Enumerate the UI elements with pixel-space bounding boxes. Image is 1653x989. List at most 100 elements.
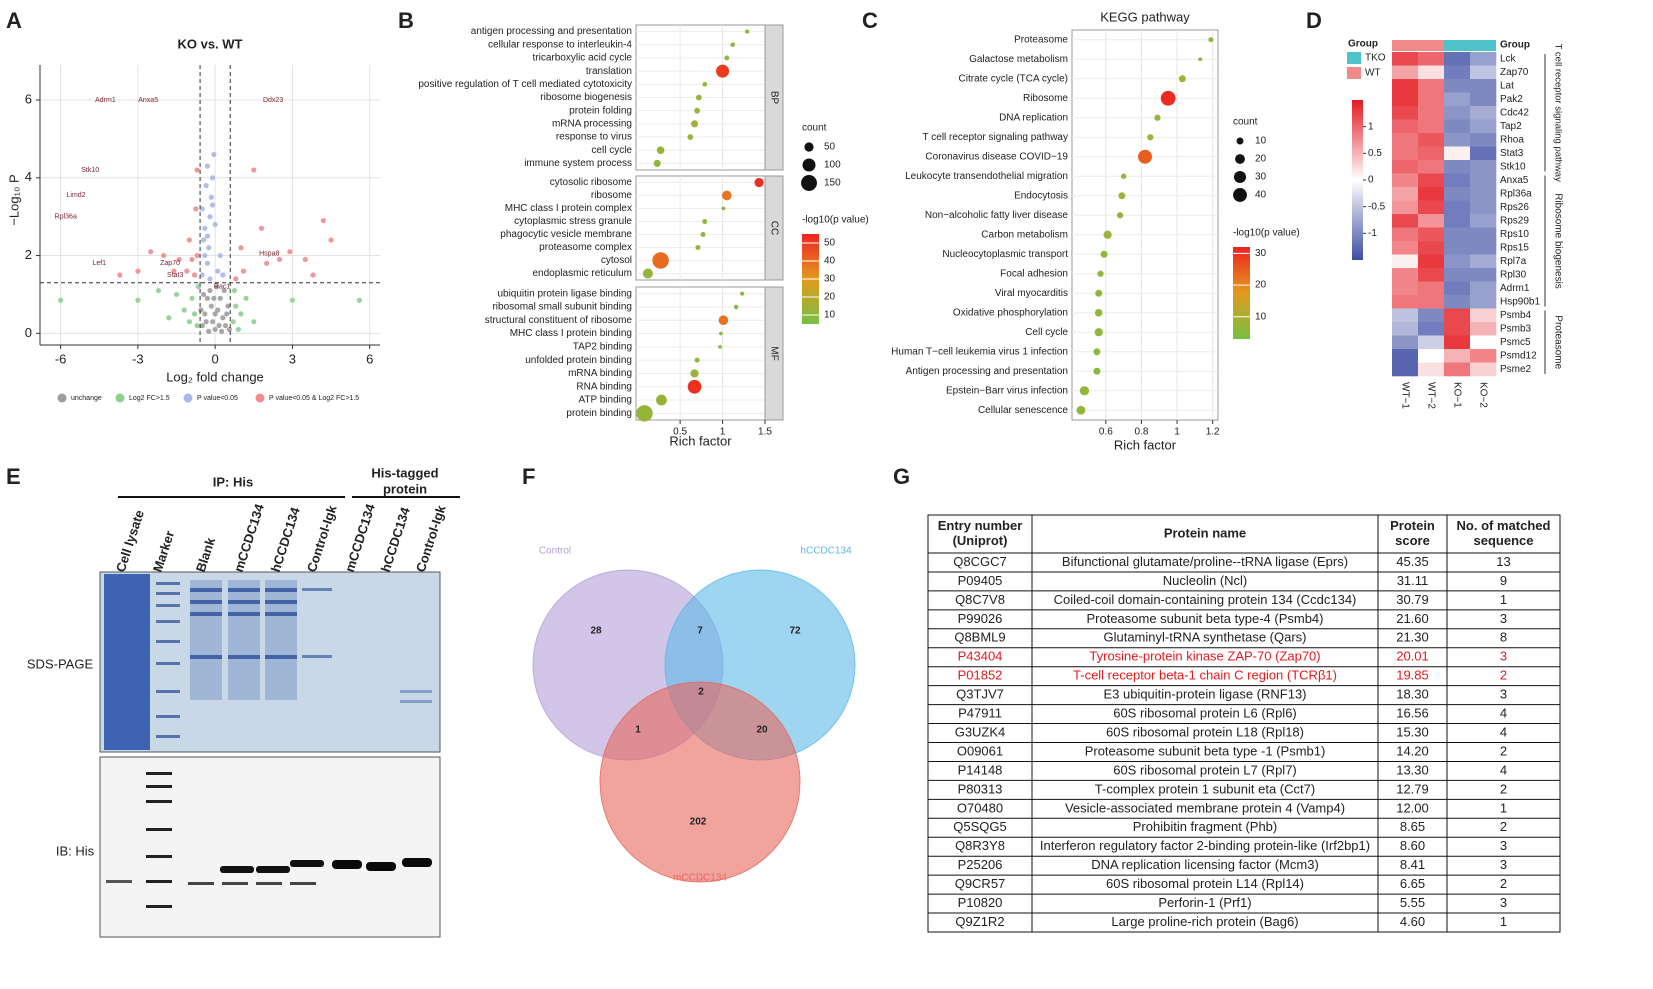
heatmap-cell — [1418, 241, 1445, 255]
point — [200, 237, 207, 243]
heatmap-cell — [1470, 362, 1497, 377]
table-cell: Q9CR57 — [955, 876, 1006, 891]
table-cell: 3 — [1500, 838, 1507, 853]
gel-band — [228, 600, 260, 604]
point-label: Ddx23 — [263, 97, 283, 104]
point — [264, 260, 270, 266]
category-label: protein folding — [569, 105, 632, 116]
dot — [1094, 308, 1103, 317]
lane-label: hCCDC134 — [268, 505, 303, 574]
point — [251, 319, 257, 325]
category-label: Oxidative phosphorylation — [953, 307, 1068, 318]
gel-band — [228, 588, 260, 592]
heatmap-cell — [1392, 349, 1419, 363]
table-cell: 30.79 — [1396, 592, 1429, 607]
dot — [745, 29, 750, 34]
legend-label: 10 — [1255, 136, 1267, 147]
x-tick-label: 0 — [212, 351, 219, 366]
gel-band — [265, 588, 297, 592]
table-cell: DNA replication licensing factor (Mcm3) — [1091, 857, 1319, 872]
legend-title: count — [802, 123, 827, 134]
dot — [690, 120, 699, 128]
point — [186, 319, 192, 325]
dot — [718, 345, 722, 349]
row-label: Lck — [1500, 53, 1517, 64]
table-cell: 14.20 — [1396, 743, 1429, 758]
column-label: KO−2 — [1477, 382, 1488, 408]
table-cell: 9 — [1500, 573, 1507, 588]
table-cell: E3 ubiquitin-protein ligase (RNF13) — [1103, 687, 1306, 702]
marker-band — [156, 582, 180, 585]
category-label: protein binding — [566, 408, 632, 419]
heatmap-cell — [1470, 160, 1497, 174]
point — [194, 322, 200, 329]
dot — [721, 206, 726, 211]
heatmap-cell — [1392, 119, 1419, 134]
row-label: Stat3 — [1500, 148, 1524, 159]
category-label: Endocytosis — [1014, 190, 1068, 201]
heatmap-cell — [1444, 322, 1471, 336]
venn-count: 202 — [690, 817, 707, 828]
point — [231, 287, 238, 294]
point — [233, 303, 239, 309]
heatmap-cell — [1418, 173, 1445, 188]
heatmap-cell — [1418, 160, 1445, 174]
panel-label: F — [522, 464, 535, 489]
point — [191, 311, 198, 317]
heatmap-cell — [1444, 268, 1471, 282]
gel-band — [228, 655, 260, 659]
y-tick-label: 0 — [25, 325, 32, 340]
table-cell: Q9Z1R2 — [955, 914, 1004, 929]
point — [212, 311, 218, 317]
legend-label: 150 — [824, 178, 841, 189]
category-label: Carbon metabolism — [981, 229, 1068, 240]
point — [204, 163, 211, 169]
dot — [653, 159, 661, 167]
heatmap-cell — [1470, 308, 1497, 323]
table-cell: 1 — [1500, 592, 1507, 607]
legend-marker — [802, 158, 816, 172]
heatmap-cell — [1392, 227, 1419, 242]
row-label: Lat — [1500, 80, 1514, 91]
category-label: Cell cycle — [1025, 327, 1068, 338]
category-label: Ribosome — [1023, 93, 1068, 104]
point — [148, 249, 154, 255]
legend-marker — [801, 175, 817, 191]
dot — [1120, 173, 1127, 179]
dot — [1093, 367, 1101, 375]
table-cell: P99026 — [958, 611, 1003, 626]
legend-label: 40 — [1255, 190, 1267, 201]
point — [217, 252, 223, 259]
point-label: Anxa5 — [138, 97, 158, 104]
dot — [724, 55, 730, 61]
point — [173, 291, 180, 298]
table-cell: Large proline-rich protein (Bag6) — [1111, 914, 1298, 929]
legend-title: -log10(p value) — [1233, 228, 1300, 239]
table-cell: Vesicle-associated membrane protein 4 (V… — [1065, 800, 1345, 815]
point — [235, 326, 241, 333]
table-cell: 16.56 — [1396, 706, 1429, 721]
dot — [718, 315, 729, 326]
x-tick-label: 0.6 — [1099, 427, 1113, 438]
ib-band — [332, 860, 362, 869]
table-cell: 60S ribosomal protein L14 (Rpl14) — [1106, 876, 1304, 891]
category-label: cytosol — [601, 255, 632, 266]
table-cell: P09405 — [958, 573, 1003, 588]
heatmap-cell — [1444, 133, 1471, 147]
gel-band — [190, 588, 222, 592]
dot — [690, 369, 699, 378]
heatmap-cell — [1418, 308, 1445, 323]
point — [218, 328, 225, 334]
venn-count: 2 — [698, 687, 704, 698]
marker-band — [146, 855, 172, 858]
colorbar-label: 10 — [824, 310, 836, 321]
dot — [1208, 37, 1214, 43]
header-cell: Protein — [1390, 518, 1435, 533]
row-label: Rps29 — [1500, 215, 1529, 226]
facet-label: BP — [768, 91, 779, 105]
heatmap-cell — [1444, 146, 1471, 161]
colorbar-label: 10 — [1255, 311, 1267, 322]
table-cell: 8.41 — [1400, 857, 1425, 872]
heatmap-cell — [1470, 119, 1497, 134]
table-cell: 2 — [1500, 668, 1507, 683]
